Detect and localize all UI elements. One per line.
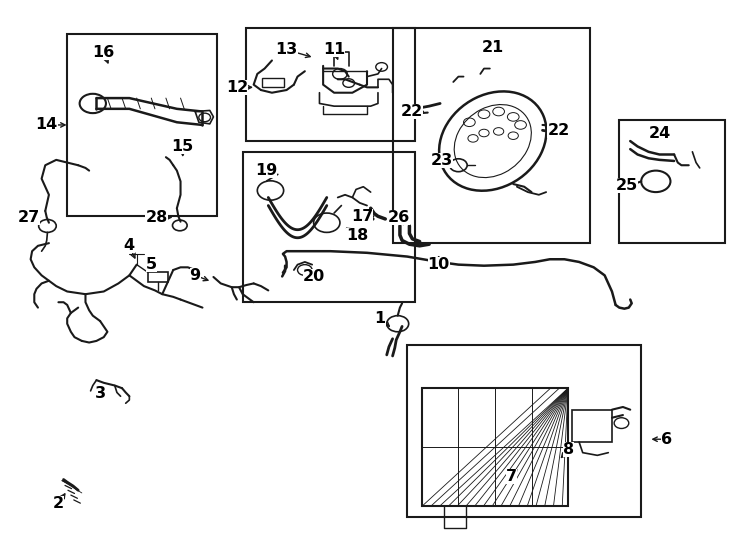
- Text: 22: 22: [548, 123, 570, 138]
- Text: 21: 21: [482, 39, 504, 55]
- Bar: [247, 28, 415, 141]
- Text: 17: 17: [351, 209, 373, 224]
- Text: 7: 7: [506, 469, 517, 484]
- Text: 23: 23: [431, 153, 454, 168]
- Text: 5: 5: [146, 257, 157, 272]
- Text: 25: 25: [615, 178, 638, 193]
- Text: 14: 14: [36, 118, 58, 132]
- Text: 4: 4: [124, 238, 135, 253]
- Text: 10: 10: [427, 257, 450, 272]
- Text: 20: 20: [303, 269, 325, 284]
- Bar: [243, 152, 415, 302]
- Text: 1: 1: [374, 311, 386, 326]
- Text: 15: 15: [172, 139, 194, 154]
- Bar: [263, 78, 284, 87]
- Bar: [619, 119, 725, 243]
- Text: 3: 3: [95, 386, 106, 401]
- Text: 16: 16: [92, 45, 115, 60]
- Bar: [422, 388, 568, 507]
- Bar: [407, 345, 642, 517]
- Bar: [148, 272, 168, 282]
- Text: 6: 6: [661, 431, 672, 447]
- Text: 24: 24: [648, 125, 671, 140]
- Text: 13: 13: [275, 42, 298, 57]
- Text: 8: 8: [562, 442, 574, 457]
- Text: 19: 19: [255, 163, 277, 178]
- Text: 22: 22: [401, 104, 424, 119]
- Bar: [68, 33, 217, 217]
- Text: 26: 26: [388, 210, 410, 225]
- Bar: [572, 410, 612, 442]
- Text: 2: 2: [53, 496, 64, 511]
- Text: 9: 9: [189, 268, 200, 283]
- Bar: [393, 28, 590, 243]
- Text: 18: 18: [346, 227, 368, 242]
- Text: 27: 27: [18, 210, 40, 225]
- Text: 11: 11: [323, 42, 345, 57]
- Text: 28: 28: [145, 210, 167, 225]
- Text: 12: 12: [226, 80, 248, 95]
